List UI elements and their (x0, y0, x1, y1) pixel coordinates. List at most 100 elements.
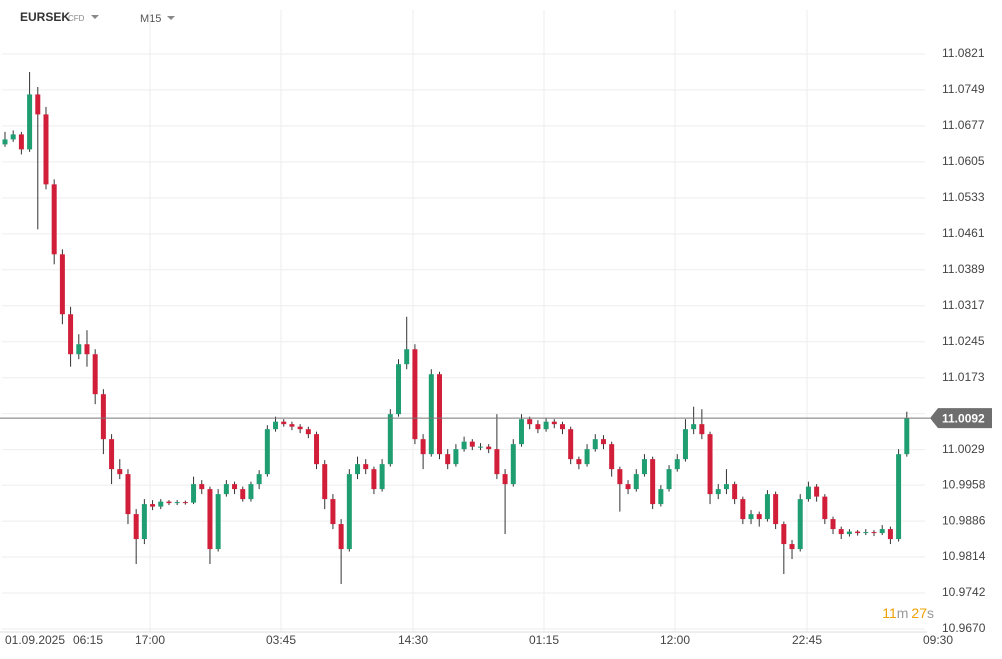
candle-body (477, 446, 483, 448)
candle-body (592, 439, 598, 450)
candle-body (887, 529, 893, 540)
candle-body (863, 532, 869, 534)
y-tick-label: 10.9814 (942, 549, 986, 563)
candle-body (773, 494, 779, 525)
candle-body (379, 464, 385, 490)
candle-body (2, 139, 8, 145)
y-tick-label: 11.0461 (942, 226, 985, 240)
candle-body (27, 94, 33, 150)
candle-body (396, 364, 402, 415)
candle-body (199, 484, 205, 490)
candle-body (150, 504, 156, 507)
candle-body (84, 344, 90, 355)
candle-body (650, 459, 656, 505)
countdown-minutes-unit: m (897, 605, 909, 621)
x-tick-label: 22:45 (792, 633, 822, 647)
candle-body (158, 501, 164, 507)
candle-body (846, 531, 852, 535)
candle-body (723, 484, 729, 490)
y-tick-label: 11.0533 (942, 190, 985, 204)
candle-body (658, 489, 664, 505)
candle-body (133, 514, 139, 540)
candle-body (502, 474, 508, 485)
y-tick-label: 11.0173 (942, 370, 985, 384)
candle-body (314, 434, 320, 465)
candle-body (699, 424, 705, 435)
candle-body (355, 464, 361, 475)
candle-body (461, 441, 467, 450)
candle-body (576, 459, 582, 465)
y-tick-label: 11.0389 (942, 262, 985, 276)
candle-body (600, 439, 606, 445)
timeframe[interactable]: M15 (140, 13, 161, 25)
candle-body (182, 502, 188, 504)
candle-body (732, 484, 738, 500)
candle-body (191, 484, 197, 503)
candle-body (822, 496, 828, 520)
candle-body (609, 444, 615, 470)
x-tick-label: 17:00 (135, 633, 165, 647)
y-tick-label: 11.0245 (942, 334, 985, 348)
axes: 11.0821 11.0749 11.0677 11.0605 11.0533 11.04… (0, 46, 992, 647)
candle-body (117, 469, 123, 475)
candle-body (76, 344, 82, 355)
candle-body (248, 484, 254, 500)
candle-body (838, 529, 844, 535)
candle-body (674, 459, 680, 470)
candle-body (305, 429, 311, 435)
candle-body (682, 429, 688, 460)
candle-body (756, 514, 762, 520)
symbol-dropdown[interactable] (91, 15, 99, 19)
countdown-minutes: 11 (882, 605, 897, 621)
candle-body (781, 524, 787, 545)
candle-body (896, 454, 902, 540)
symbol[interactable]: EURSEK (20, 10, 70, 24)
candle-body (445, 454, 451, 465)
candle-body (805, 486, 811, 500)
candle-body (404, 349, 410, 365)
candle-body (764, 494, 770, 520)
candle-body (871, 532, 877, 534)
candle-body (486, 446, 492, 450)
candle-body (814, 486, 820, 497)
candle-body (35, 94, 41, 115)
candle-body (748, 514, 754, 520)
y-tick-label: 11.0029 (942, 442, 985, 456)
candle-body (633, 474, 639, 490)
candle-body (904, 418, 910, 455)
candle-body (232, 484, 238, 490)
candle-body (330, 499, 336, 525)
x-tick-label: 01:15 (529, 633, 559, 647)
countdown-seconds: 27 (911, 605, 927, 621)
candle-body (338, 524, 344, 550)
current-price-tag (930, 408, 992, 429)
countdown-seconds-unit: s (927, 605, 934, 621)
candle-body (289, 424, 295, 427)
candle-body (387, 414, 393, 465)
candle-body (789, 544, 795, 550)
candle-body (551, 421, 557, 425)
candle-body (428, 374, 434, 455)
candles (2, 71, 910, 585)
candle-body (18, 134, 24, 150)
candle-body (584, 449, 590, 465)
candle-body (437, 374, 443, 455)
candle-body (469, 441, 475, 447)
timeframe-dropdown[interactable] (167, 16, 175, 20)
x-tick-label: 09:30 (923, 633, 953, 647)
candle-body (740, 499, 746, 520)
candle-body (256, 474, 262, 485)
candle-body (322, 464, 328, 500)
candle-body (109, 439, 115, 470)
candle-body (240, 489, 246, 500)
candle-body (281, 421, 287, 425)
candle-body (125, 474, 131, 515)
candle-body (59, 254, 65, 315)
x-tick-label: 06:15 (73, 633, 103, 647)
candle-body (412, 349, 418, 440)
candle-body (797, 499, 803, 550)
candle-body (625, 484, 631, 490)
candle-body (43, 114, 49, 185)
candle-body (141, 504, 147, 540)
candle-body (223, 484, 229, 495)
